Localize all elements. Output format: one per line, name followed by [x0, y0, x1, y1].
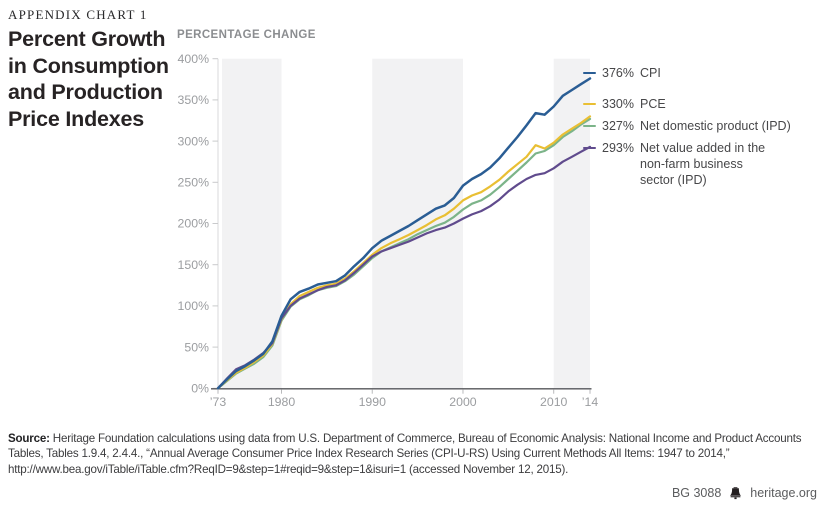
y-tick-label: 400% — [178, 52, 210, 66]
x-tick-label: 2000 — [449, 395, 477, 409]
y-tick-label: 100% — [178, 299, 210, 313]
x-tick-label: 2010 — [540, 395, 568, 409]
y-tick-label: 250% — [178, 176, 210, 190]
source-label: Source: — [8, 432, 50, 445]
legend-color-dash — [583, 102, 596, 106]
legend-item: 376% CPI — [583, 65, 661, 81]
y-tick-label: 50% — [184, 340, 209, 354]
legend-color-dash — [583, 71, 596, 75]
x-tick-label: 1980 — [268, 395, 296, 409]
website-text: heritage.org — [750, 486, 817, 500]
shaded-band — [372, 58, 463, 389]
series-line-cpi — [216, 77, 592, 390]
legend-item: 330% PCE — [583, 96, 666, 112]
legend-item: 293% Net value added in the non-farm busi… — [583, 140, 780, 188]
legend-end-value: 376% — [602, 66, 634, 80]
y-tick-label: 0% — [191, 382, 209, 396]
legend-end-value: 330% — [602, 97, 634, 111]
x-tick-label: ’14 — [582, 395, 599, 409]
legend-color-dash — [583, 124, 596, 128]
chart-title: Percent Growth in Consumption and Produc… — [8, 27, 169, 131]
document-id: BG 3088 — [671, 486, 722, 500]
y-tick-label: 200% — [178, 217, 210, 231]
legend-item: 327% Net domestic product (IPD) — [583, 118, 791, 134]
y-tick-label: 300% — [178, 134, 210, 148]
y-tick-label: 350% — [178, 93, 210, 107]
shaded-band — [222, 58, 282, 389]
footer: BG 3088 heritage.org — [672, 486, 817, 500]
y-axis-title: PERCENTAGE CHANGE — [177, 29, 316, 41]
legend-end-value: 293% — [602, 141, 634, 155]
legend-color-dash — [583, 146, 596, 150]
source-note: Source: Heritage Foundation calculations… — [8, 431, 820, 477]
legend-series-name: Net value added in the non-farm business… — [640, 141, 766, 187]
y-tick-label: 150% — [178, 258, 210, 272]
legend-end-value: 327% — [602, 119, 634, 133]
x-tick-label: ’73 — [210, 395, 227, 409]
legend-series-name: CPI — [640, 66, 661, 80]
heritage-liberty-bell-icon — [730, 487, 742, 500]
chart-kicker: APPENDIX CHART 1 — [8, 7, 148, 22]
legend-series-name: Net domestic product (IPD) — [640, 119, 791, 133]
x-tick-label: 1990 — [359, 395, 387, 409]
shaded-band — [553, 58, 590, 389]
legend-series-name: PCE — [640, 97, 666, 111]
source-text: Heritage Foundation calculations using d… — [8, 432, 802, 476]
